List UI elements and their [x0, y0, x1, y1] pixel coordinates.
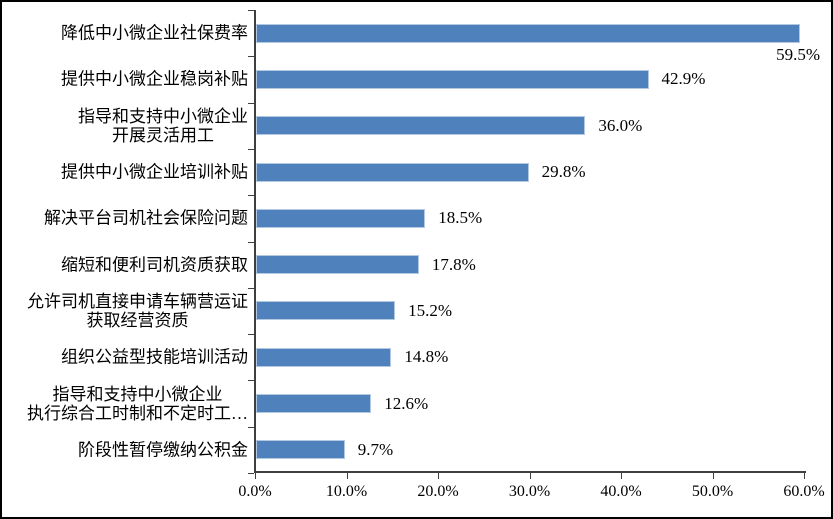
bar: [256, 69, 649, 89]
category-label: 指导和支持中小微企业 开展灵活用工: [78, 107, 248, 145]
category-label-line: 允许司机直接申请车辆营运证: [27, 291, 248, 311]
category-label-line: 提供中小微企业培训补贴: [61, 162, 248, 182]
category-label-line: 开展灵活用工: [112, 125, 214, 145]
category-label: 缩短和便利司机资质获取: [61, 255, 248, 274]
bar: [256, 23, 801, 43]
category-label-line: 缩短和便利司机资质获取: [61, 255, 248, 275]
bar: [256, 347, 392, 367]
bar: [256, 116, 586, 136]
bar: [256, 255, 419, 275]
bar-value-label: 9.7%: [357, 439, 394, 459]
y-axis-tick: [248, 426, 254, 428]
bar-value-label: 18.5%: [438, 208, 483, 228]
category-label: 允许司机直接申请车辆营运证 获取经营资质: [27, 292, 248, 330]
y-axis-tick: [248, 473, 254, 474]
category-label: 组织公益型技能培训活动: [61, 348, 248, 367]
category-label-line: 提供中小微企业稳岗补贴: [61, 69, 248, 89]
category-label: 提供中小微企业培训补贴: [61, 163, 248, 182]
y-axis-line: [254, 10, 256, 473]
y-axis-tick: [248, 287, 254, 289]
y-axis-tick: [248, 148, 254, 150]
category-label: 阶段性暂停缴纳公积金: [78, 440, 248, 459]
category-label: 解决平台司机社会保险问题: [44, 209, 248, 228]
category-label-line: 指导和支持中小微企业: [52, 384, 223, 404]
x-axis-tick-label: 40.0%: [600, 483, 642, 500]
y-axis-tick: [248, 195, 254, 197]
x-axis-tick-label: 30.0%: [508, 483, 551, 500]
y-axis-tick: [248, 56, 254, 58]
x-axis-tick: [804, 473, 805, 479]
bar: [256, 208, 426, 228]
bar-value-label: 59.5%: [776, 44, 820, 64]
category-label-line: 阶段性暂停缴纳公积金: [78, 440, 248, 460]
category-label: 指导和支持中小微企业 执行综合工时制和不定时工…: [27, 385, 248, 423]
category-label-line: 指导和支持中小微企业: [78, 106, 248, 126]
category-label: 提供中小微企业稳岗补贴: [61, 70, 248, 89]
x-axis-tick-label: 20.0%: [417, 483, 459, 500]
x-axis-tick-label: 50.0%: [691, 483, 734, 500]
x-axis-tick: [529, 473, 531, 479]
bar: [256, 394, 372, 414]
x-axis-tick: [712, 473, 714, 479]
bar: [256, 440, 345, 460]
x-axis-tick-label: 10.0%: [325, 483, 368, 500]
bar-value-label: 12.6%: [384, 393, 429, 413]
category-label-line: 获取经营资质: [86, 310, 189, 330]
y-axis-tick: [248, 10, 254, 11]
x-axis-line: [254, 471, 806, 473]
x-axis-tick: [438, 473, 439, 479]
category-label-line: 执行综合工时制和不定时工…: [27, 403, 248, 423]
bar: [256, 162, 529, 182]
y-axis-tick: [248, 334, 254, 336]
x-axis-tick: [255, 473, 256, 479]
x-axis-tick-label: 60.0%: [783, 483, 825, 500]
y-axis-tick: [248, 241, 254, 243]
x-axis-tick: [346, 473, 348, 479]
bar: [256, 301, 396, 321]
bar-value-label: 17.8%: [431, 254, 476, 274]
category-label-line: 组织公益型技能培训活动: [61, 347, 248, 367]
bar-value-label: 14.8%: [404, 347, 449, 367]
x-axis-tick-label: 0.0%: [238, 483, 272, 500]
category-label-line: 降低中小微企业社保费率: [61, 23, 248, 43]
category-label-line: 解决平台司机社会保险问题: [44, 208, 248, 228]
y-axis-tick: [248, 102, 254, 104]
y-axis-tick: [248, 380, 254, 382]
category-label: 降低中小微企业社保费率: [61, 24, 248, 43]
bar-value-label: 42.9%: [661, 69, 706, 89]
x-axis-tick: [621, 473, 622, 479]
bar-value-label: 36.0%: [598, 115, 643, 135]
bar-value-label: 29.8%: [541, 162, 586, 182]
bar-value-label: 15.2%: [408, 300, 452, 320]
